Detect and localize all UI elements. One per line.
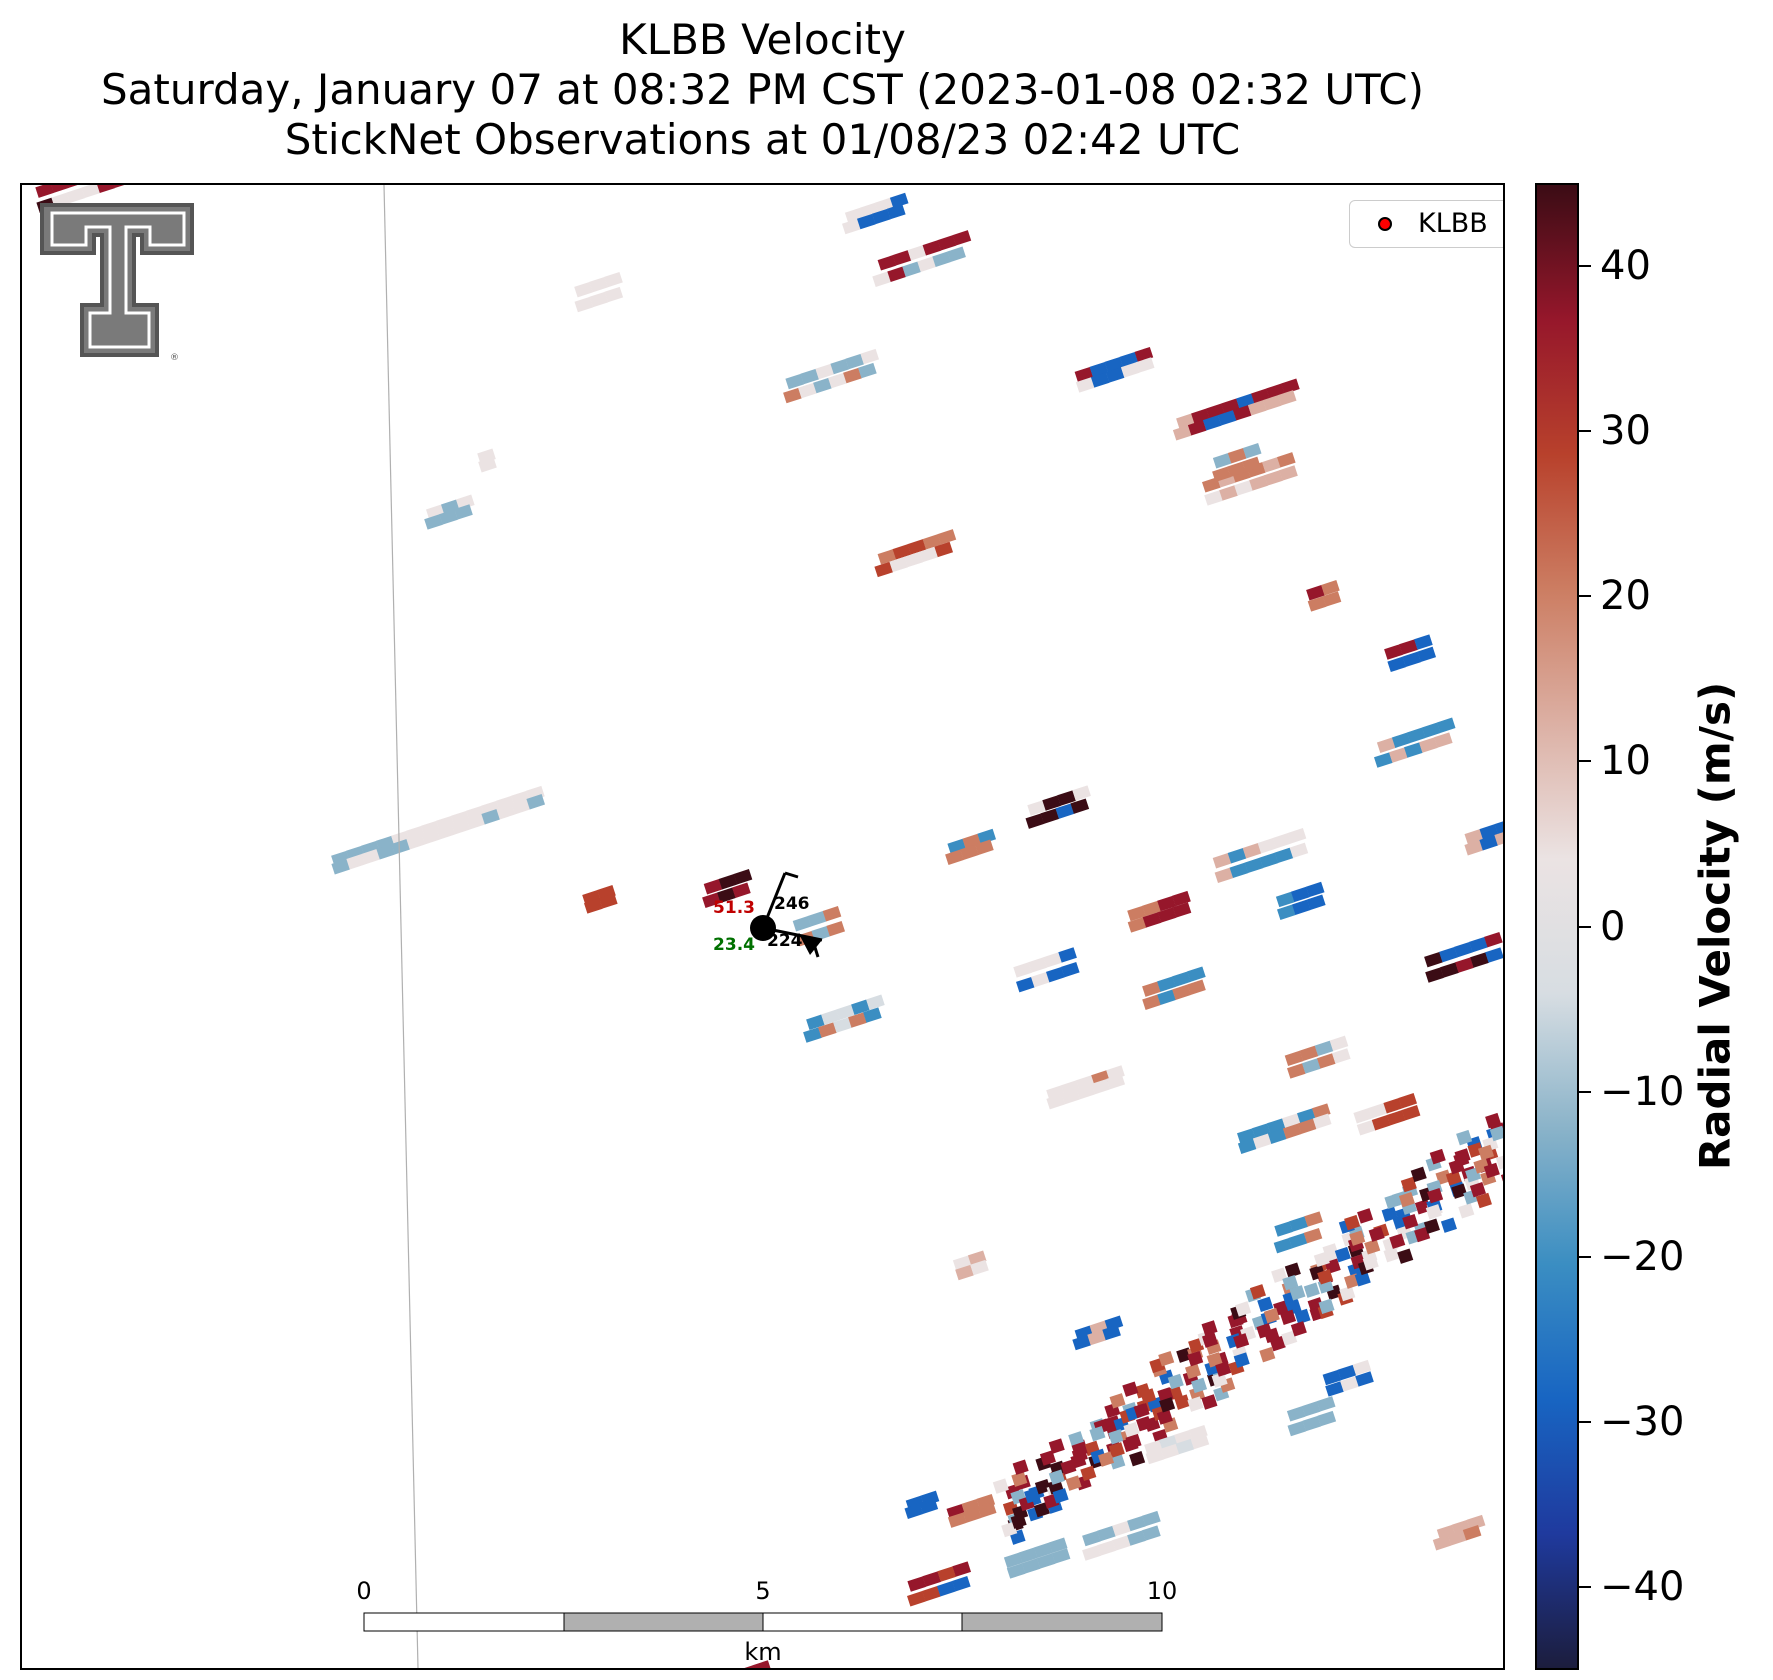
colorbar-tick [1579, 925, 1591, 928]
colorbar-tick-label: 40 [1600, 242, 1651, 289]
radar-map-canvas: ® 0 5 10 km 51.3 246 23.4 224 [35, 185, 1503, 1668]
colorbar-tick-label: 20 [1600, 573, 1651, 620]
colorbar-tick-label: −40 [1600, 1564, 1685, 1611]
scale-bar: 0 5 10 km [356, 1577, 1177, 1666]
title-line-2: Saturday, January 07 at 08:32 PM CST (20… [100, 65, 1425, 114]
colorbar-tick-label: 30 [1600, 407, 1651, 454]
colorbar-title: Radial Velocity (m/s) [1690, 681, 1740, 1171]
scale-tick-0: 0 [356, 1577, 371, 1605]
legend-label: KLBB [1418, 208, 1488, 239]
colorbar-tick-label: −30 [1600, 1399, 1685, 1446]
scale-unit: km [744, 1638, 781, 1666]
klbb-marker-icon [1378, 217, 1392, 231]
county-border-line [383, 185, 419, 1668]
scale-tick-5: 5 [755, 1577, 770, 1605]
colorbar-tick [1579, 1090, 1591, 1093]
colorbar-tick [1579, 1586, 1591, 1589]
colorbar-tick-label: −10 [1600, 1068, 1685, 1115]
colorbar-tick [1579, 429, 1591, 432]
colorbar-tick-label: 10 [1600, 738, 1651, 785]
map-legend: KLBB [1349, 200, 1503, 248]
radar-map[interactable]: ® 0 5 10 km 51.3 246 23.4 224 KLBB [20, 183, 1505, 1670]
sticknet-station-plot: 51.3 246 23.4 224 [713, 871, 823, 958]
texas-tech-double-t-logo: ® [40, 203, 194, 363]
colorbar-tick [1579, 264, 1591, 267]
velocity-echoes [35, 185, 1503, 1668]
colorbar-tick [1579, 1421, 1591, 1424]
station-dewpoint: 23.4 [713, 935, 755, 955]
svg-text:®: ® [170, 353, 179, 363]
colorbar-tick [1579, 760, 1591, 763]
station-pressure-top: 246 [774, 894, 810, 914]
station-temperature: 51.3 [713, 898, 755, 918]
title-line-3: StickNet Observations at 01/08/23 02:42 … [284, 115, 1241, 164]
colorbar-tick [1579, 1255, 1591, 1258]
colorbar-tick-label: 0 [1600, 903, 1626, 950]
colorbar [1535, 183, 1579, 1670]
station-pressure-bottom: 224 [767, 931, 803, 951]
scale-tick-10: 10 [1147, 1577, 1178, 1605]
station-marker [750, 915, 776, 941]
title-line-1: KLBB Velocity [619, 15, 906, 64]
colorbar-tick [1579, 595, 1591, 598]
colorbar-tick-label: −20 [1600, 1233, 1685, 1280]
